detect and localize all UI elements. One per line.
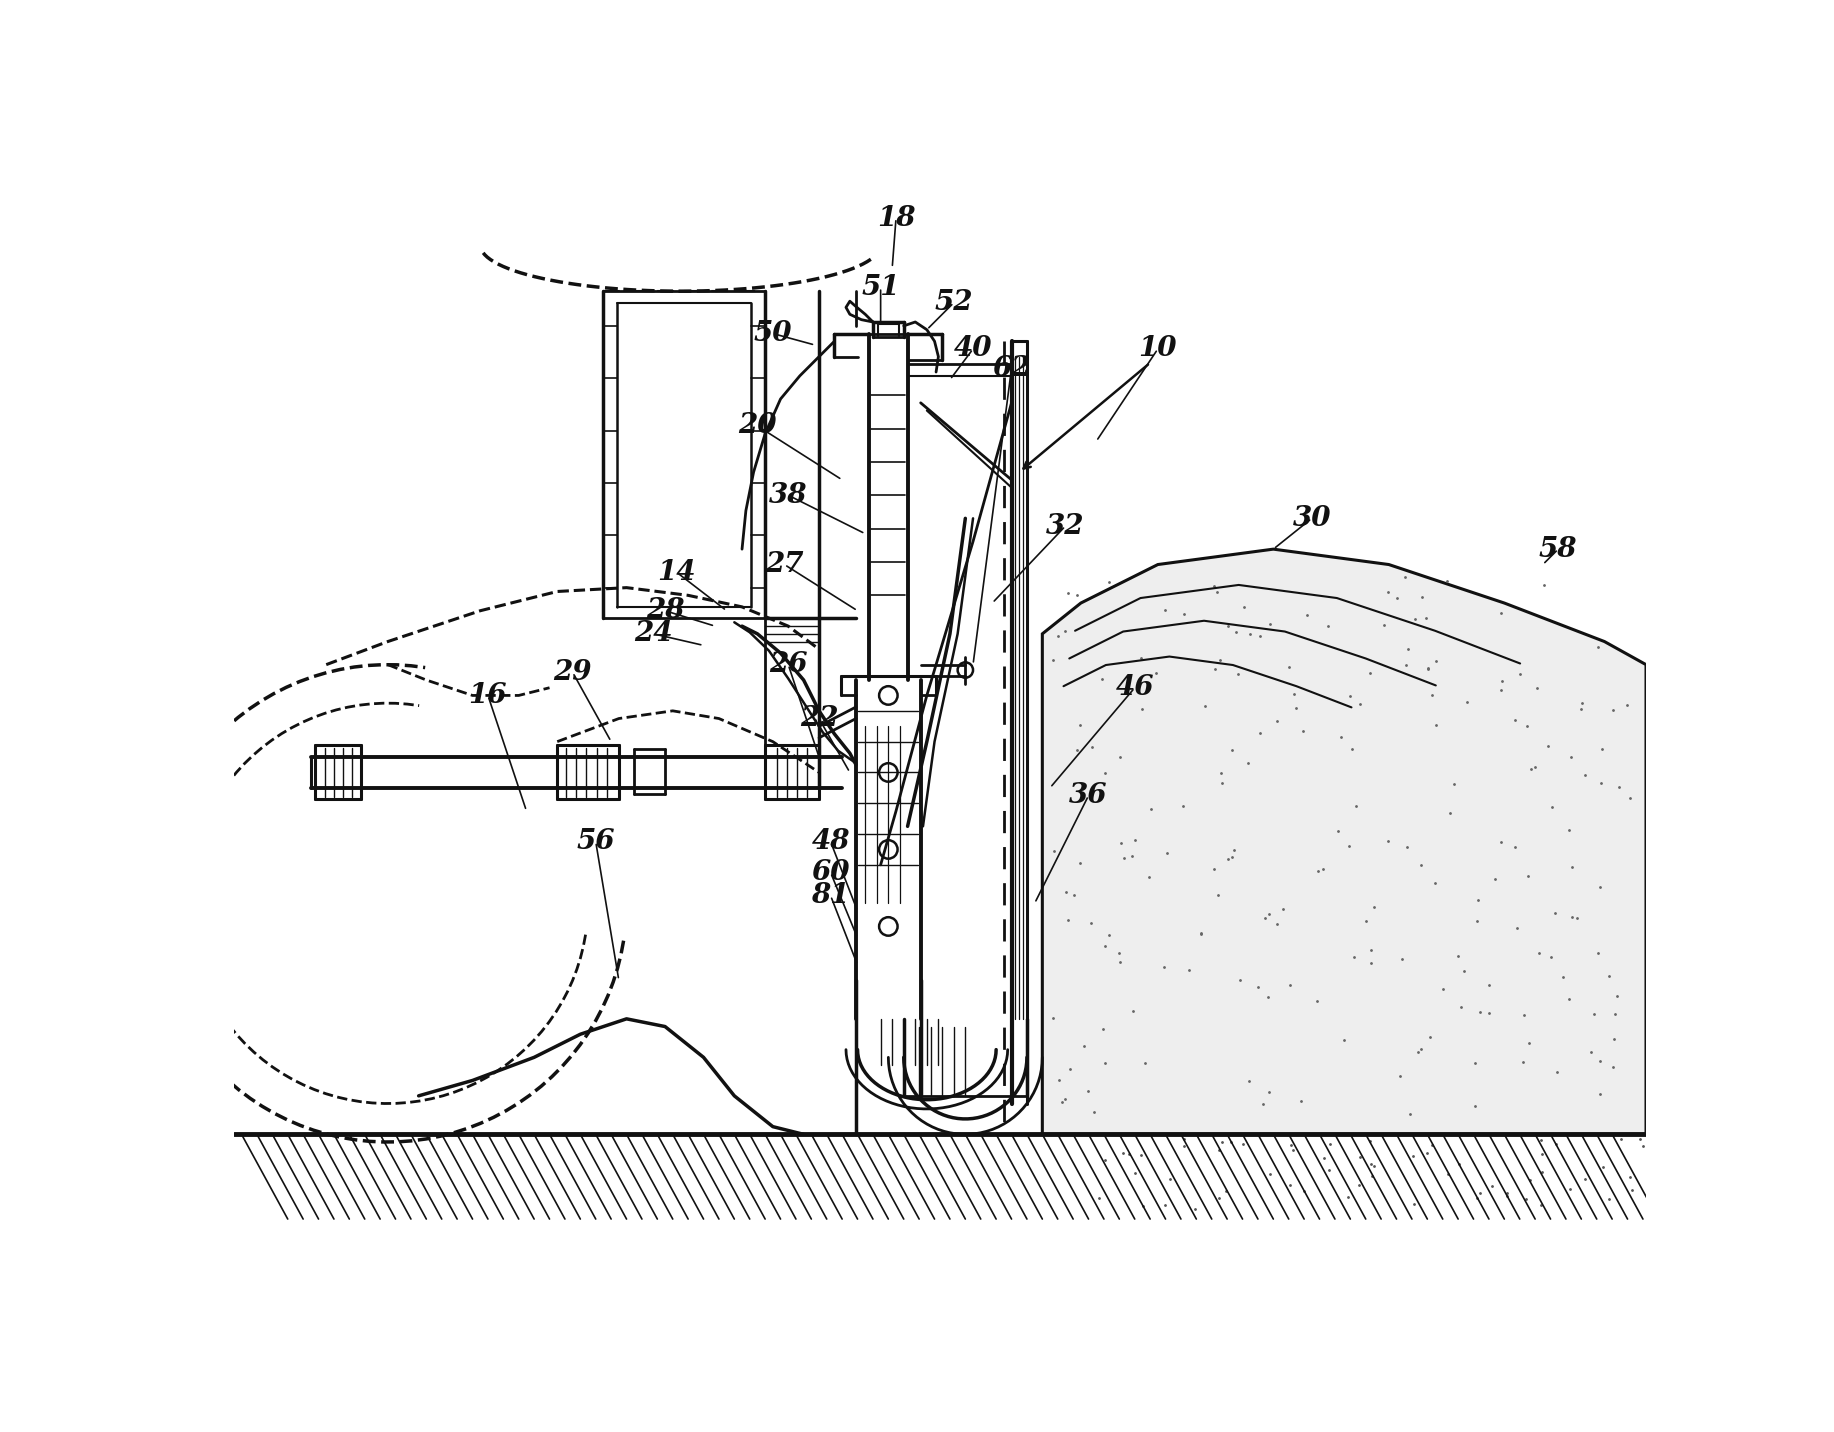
Text: 52: 52: [935, 289, 974, 316]
Text: 24: 24: [635, 620, 673, 647]
Text: 51: 51: [862, 274, 900, 301]
Text: 36: 36: [1069, 782, 1108, 809]
Text: 14: 14: [657, 558, 695, 586]
Text: 32: 32: [1045, 513, 1084, 540]
Text: 62: 62: [992, 355, 1031, 382]
Text: 46: 46: [1115, 674, 1154, 702]
Text: 40: 40: [954, 335, 992, 362]
Text: 60: 60: [811, 859, 849, 886]
Text: 10: 10: [1139, 335, 1177, 362]
Text: 18: 18: [877, 205, 915, 232]
Text: 58: 58: [1539, 536, 1577, 563]
Text: 16: 16: [470, 682, 508, 709]
Text: 27: 27: [765, 551, 803, 579]
Text: 81: 81: [811, 882, 849, 909]
Text: 48: 48: [811, 828, 849, 855]
Polygon shape: [1042, 548, 1647, 1134]
Text: 56: 56: [576, 828, 614, 855]
Text: 30: 30: [1293, 505, 1331, 531]
Text: 38: 38: [768, 481, 807, 508]
Text: 28: 28: [646, 597, 684, 624]
Text: 26: 26: [768, 652, 807, 679]
Text: 29: 29: [554, 659, 592, 686]
Text: 50: 50: [754, 319, 792, 347]
Text: 22: 22: [800, 705, 838, 732]
Text: 20: 20: [737, 412, 776, 440]
